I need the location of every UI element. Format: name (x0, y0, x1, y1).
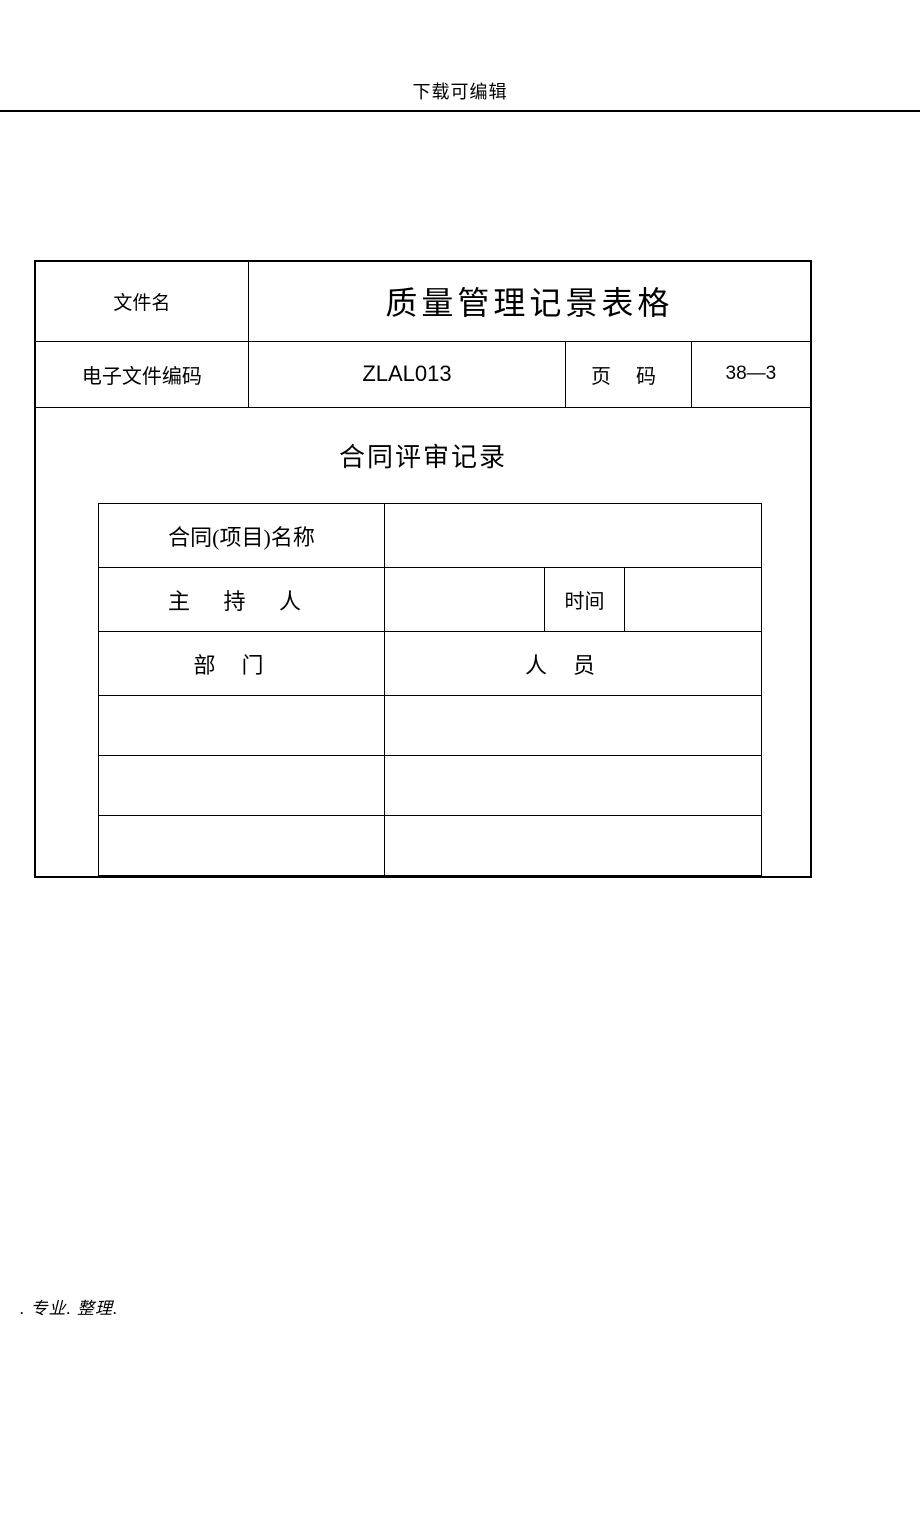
main-form: 文件名 质量管理记景表格 电子文件编码 ZLAL013 页 码 38—3 合同评… (34, 260, 812, 878)
table-row (99, 816, 762, 876)
dept-cell (99, 756, 385, 816)
footer-text: . 专业. 整理. (20, 1294, 118, 1319)
dept-label: 部门 (99, 632, 385, 696)
header-text: 下载可编辑 (0, 78, 920, 104)
code-row: 电子文件编码 ZLAL013 页 码 38—3 (35, 341, 811, 407)
dept-cell (99, 696, 385, 756)
form-title: 质量管理记景表格 (248, 261, 811, 341)
table-row (99, 756, 762, 816)
dept-cell (99, 816, 385, 876)
section-title-row: 合同评审记录 (35, 407, 811, 503)
section-title: 合同评审记录 (35, 407, 811, 503)
host-row: 主 持 人 时间 (99, 568, 762, 632)
inner-table-wrap: 合同(项目)名称 主 持 人 时间 部门 人员 (35, 503, 811, 877)
code-value: ZLAL013 (248, 341, 565, 407)
contract-name-value (385, 504, 762, 568)
inner-table: 合同(项目)名称 主 持 人 时间 部门 人员 (98, 503, 762, 876)
dept-header-row: 部门 人员 (99, 632, 762, 696)
page-header: 下载可编辑 (0, 0, 920, 112)
header-divider (0, 110, 920, 112)
person-cell (385, 756, 762, 816)
contract-name-row: 合同(项目)名称 (99, 504, 762, 568)
page-value: 38—3 (691, 341, 811, 407)
contract-name-label: 合同(项目)名称 (99, 504, 385, 568)
time-value (625, 568, 762, 632)
code-label: 电子文件编码 (35, 341, 248, 407)
outer-table: 文件名 质量管理记景表格 电子文件编码 ZLAL013 页 码 38—3 合同评… (34, 260, 812, 878)
person-cell (385, 696, 762, 756)
file-name-row: 文件名 质量管理记景表格 (35, 261, 811, 341)
person-cell (385, 816, 762, 876)
person-label: 人员 (385, 632, 762, 696)
file-name-label: 文件名 (35, 261, 248, 341)
host-label: 主 持 人 (99, 568, 385, 632)
time-label: 时间 (545, 568, 625, 632)
host-value (385, 568, 545, 632)
page-label: 页 码 (566, 341, 692, 407)
table-row (99, 696, 762, 756)
